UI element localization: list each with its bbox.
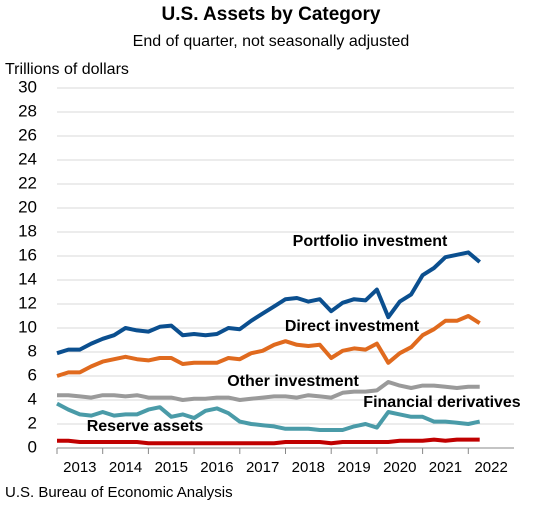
y-tick-label: 18 bbox=[18, 221, 37, 240]
series-line bbox=[56, 401, 481, 432]
x-tick-label: 2014 bbox=[109, 459, 142, 476]
x-tick-label: 2013 bbox=[63, 459, 96, 476]
y-axis-label: Trillions of dollars bbox=[5, 61, 129, 78]
chart-subtitle: End of quarter, not seasonally adjusted bbox=[133, 33, 410, 50]
x-tick-label: 2019 bbox=[337, 459, 370, 476]
y-tick-label: 22 bbox=[18, 173, 37, 192]
y-tick-label: 14 bbox=[18, 269, 37, 288]
series-label: Financial derivatives bbox=[363, 394, 521, 411]
series-line bbox=[56, 250, 481, 356]
x-tick-label: 2022 bbox=[474, 459, 507, 476]
x-tick-label: 2017 bbox=[246, 459, 279, 476]
y-tick-label: 4 bbox=[28, 389, 37, 408]
x-tick-label: 2018 bbox=[292, 459, 325, 476]
x-tick-label: 2015 bbox=[155, 459, 188, 476]
series-label: Direct investment bbox=[285, 318, 420, 335]
series-label: Other investment bbox=[227, 373, 359, 390]
series-line bbox=[57, 380, 480, 402]
y-tick-label: 0 bbox=[28, 437, 37, 456]
y-tick-label: 2 bbox=[28, 413, 37, 432]
y-tick-label: 20 bbox=[18, 197, 37, 216]
series-label: Portfolio investment bbox=[293, 233, 448, 250]
y-tick-label: 30 bbox=[18, 77, 37, 96]
x-tick-label: 2020 bbox=[383, 459, 416, 476]
y-tick-label: 6 bbox=[28, 365, 37, 384]
series-line bbox=[56, 314, 481, 378]
y-tick-label: 28 bbox=[18, 101, 37, 120]
x-tick-label: 2021 bbox=[429, 459, 462, 476]
chart-title: U.S. Assets by Category bbox=[162, 4, 381, 25]
y-tick-label: 26 bbox=[18, 125, 37, 144]
y-tick-label: 16 bbox=[18, 245, 37, 264]
x-tick-label: 2016 bbox=[200, 459, 233, 476]
series-label: Reserve assets bbox=[87, 418, 204, 435]
y-tick-label: 10 bbox=[18, 317, 37, 336]
series-line bbox=[57, 437, 480, 446]
y-tick-label: 8 bbox=[28, 341, 37, 360]
y-tick-label: 12 bbox=[18, 293, 37, 312]
source: U.S. Bureau of Economic Analysis bbox=[5, 484, 233, 501]
y-tick-label: 24 bbox=[18, 149, 37, 168]
